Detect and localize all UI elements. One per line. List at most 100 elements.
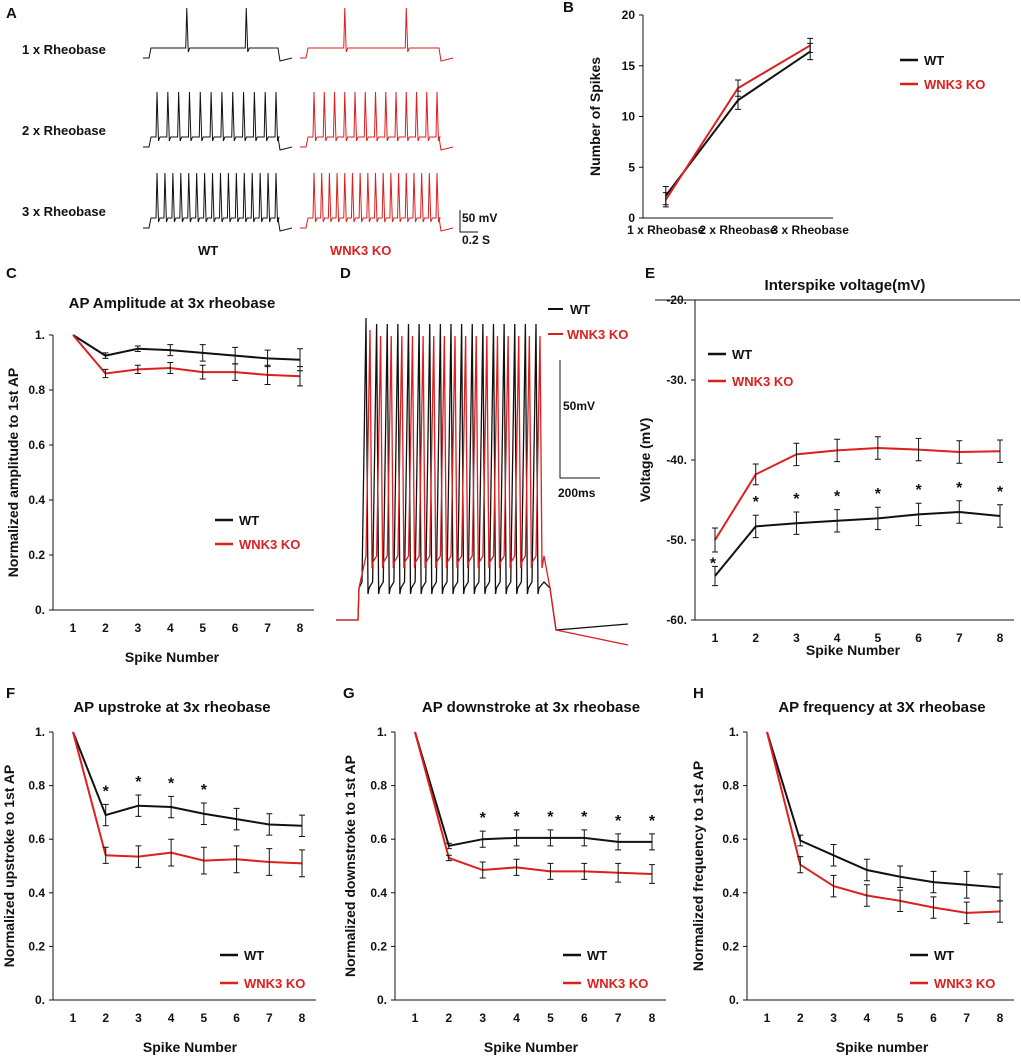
x-tick-label-c: 4 — [167, 621, 174, 635]
error-bar-f-ko — [135, 845, 142, 868]
series-line-g-ko — [414, 731, 653, 876]
trace-a-wt-row1 — [143, 7, 293, 62]
error-bar-f-wt — [168, 795, 175, 819]
y-axis-label-e: Voltage (mV) — [637, 418, 653, 503]
error-bar-c-ko — [102, 368, 109, 379]
x-tick-label-f: 5 — [201, 1011, 208, 1025]
x-tick-label-c: 5 — [199, 621, 206, 635]
y-axis-label-g: Normalized downstroke to 1st AP — [342, 755, 358, 977]
x-tick-label-c: 8 — [297, 621, 304, 635]
significance-star-f: * — [135, 774, 142, 791]
trace-d-ko — [336, 329, 629, 646]
x-tick-label-g: 8 — [649, 1011, 656, 1025]
scale-label-a-voltage: 50 mV — [462, 211, 497, 225]
trace-d-wt — [336, 317, 629, 631]
chart-title-g: AP downstroke at 3x rheobase — [422, 699, 640, 716]
significance-star-e: * — [753, 494, 760, 511]
x-tick-label-h: 1 — [764, 1011, 771, 1025]
y-tick-label-e: -50. — [666, 533, 687, 547]
scale-label-d-time: 200ms — [558, 486, 596, 500]
error-bar-g-wt — [581, 829, 588, 847]
error-bar-h-wt — [897, 865, 904, 888]
x-tick-label-h: 5 — [897, 1011, 904, 1025]
error-bar-f-ko — [299, 849, 305, 878]
x-tick-label-g: 7 — [615, 1011, 622, 1025]
y-tick-label-f: 0.2 — [28, 939, 45, 953]
x-tick-label-h: 3 — [830, 1011, 837, 1025]
trace-a-ko-row2 — [300, 91, 454, 151]
error-bar-f-wt — [299, 814, 305, 838]
significance-star-f: * — [168, 775, 175, 792]
y-tick-label-f: 1. — [35, 725, 45, 739]
x-tick-label-e: 6 — [915, 631, 922, 645]
significance-star-e: * — [834, 489, 841, 506]
error-bar-e-wt — [915, 502, 922, 527]
x-tick-label-g: 5 — [547, 1011, 554, 1025]
error-bar-e-ko — [874, 436, 881, 460]
y-tick-label-e: -40. — [666, 453, 687, 467]
y-tick-label-e: -60. — [666, 613, 687, 627]
significance-star-g: * — [547, 809, 554, 826]
error-bar-g-ko — [513, 858, 520, 876]
y-tick-label-b: 10 — [622, 110, 636, 124]
significance-star-g: * — [615, 813, 622, 830]
legend-label-c-wt: WT — [239, 513, 259, 528]
legend-label-b-wt: WT — [924, 53, 944, 68]
chart-title-f: AP upstroke at 3x rheobase — [73, 699, 270, 716]
y-tick-label-g: 0. — [377, 993, 387, 1007]
x-tick-label-e: 1 — [712, 631, 719, 645]
y-axis-label-c: Normalized amplitude to 1st AP — [5, 368, 21, 578]
error-bar-e-wt — [997, 504, 1003, 528]
x-tick-label-c: 3 — [135, 621, 142, 635]
chart-title-e: Interspike voltage(mV) — [765, 277, 926, 294]
error-bar-h-wt — [963, 870, 970, 899]
error-bar-g-wt — [615, 833, 622, 851]
error-bar-h-ko — [963, 901, 970, 925]
error-bar-h-wt — [863, 858, 870, 882]
panel-label-d: D — [340, 265, 351, 282]
y-tick-label-f: 0.6 — [28, 832, 45, 846]
series-line-b-ko — [664, 44, 811, 201]
y-tick-label-g: 0.8 — [370, 779, 387, 793]
y-tick-label-g: 0.2 — [370, 939, 387, 953]
panel-label-c: C — [6, 265, 17, 282]
significance-star-e: * — [915, 482, 922, 499]
panel-d: D 50mV 200ms WT WNK3 KO — [336, 265, 629, 646]
series-line-f-ko — [72, 731, 303, 865]
y-tick-label-b: 0 — [628, 211, 635, 225]
x-tick-label-g: 4 — [513, 1011, 520, 1025]
error-bar-f-wt — [200, 802, 207, 825]
trace-a-ko-row3 — [300, 172, 454, 232]
rheobase-label-2x: 2 x Rheobase — [22, 123, 106, 138]
series-line-c-ko — [72, 334, 301, 378]
series-line-c-wt — [72, 334, 301, 361]
legend-label-e-ko: WNK3 KO — [732, 374, 793, 389]
error-bar-g-ko — [547, 862, 554, 880]
error-bar-e-ko — [997, 439, 1003, 463]
x-tick-label-f: 7 — [266, 1011, 273, 1025]
y-tick-label-b: 15 — [622, 59, 636, 73]
chart-panel-f: F AP upstroke at 3x rheobase 0. 0.2 0.4 0.6 0.… — [1, 685, 316, 1055]
error-bar-h-ko — [830, 874, 837, 898]
series-line-g-wt — [414, 731, 652, 848]
error-bar-g-ko — [615, 862, 622, 883]
legend-label-d-ko: WNK3 KO — [567, 327, 628, 342]
chart-title-h: AP frequency at 3X rheobase — [778, 699, 985, 716]
error-bar-e-ko — [956, 440, 963, 464]
legend-label-c-ko: WNK3 KO — [239, 537, 300, 552]
legend-label-h-wt: WT — [934, 948, 954, 963]
x-tick-label-b: 1 x Rheobase — [627, 223, 705, 237]
error-bar-f-wt — [102, 803, 109, 827]
error-bar-g-wt — [547, 829, 554, 847]
scale-label-a-time: 0.2 S — [462, 233, 490, 247]
x-tick-label-e: 4 — [834, 631, 841, 645]
error-bar-g-ko — [581, 862, 588, 880]
x-tick-label-b: 3 x Rheobase — [772, 223, 850, 237]
error-bar-e-wt — [874, 506, 881, 531]
x-tick-label-f: 3 — [135, 1011, 142, 1025]
y-tick-label-c: 0.6 — [28, 438, 45, 452]
series-line-h-ko — [766, 731, 1001, 914]
error-bar-e-ko — [712, 527, 718, 553]
significance-star-f: * — [103, 783, 110, 800]
legend-label-f-ko: WNK3 KO — [244, 976, 305, 991]
